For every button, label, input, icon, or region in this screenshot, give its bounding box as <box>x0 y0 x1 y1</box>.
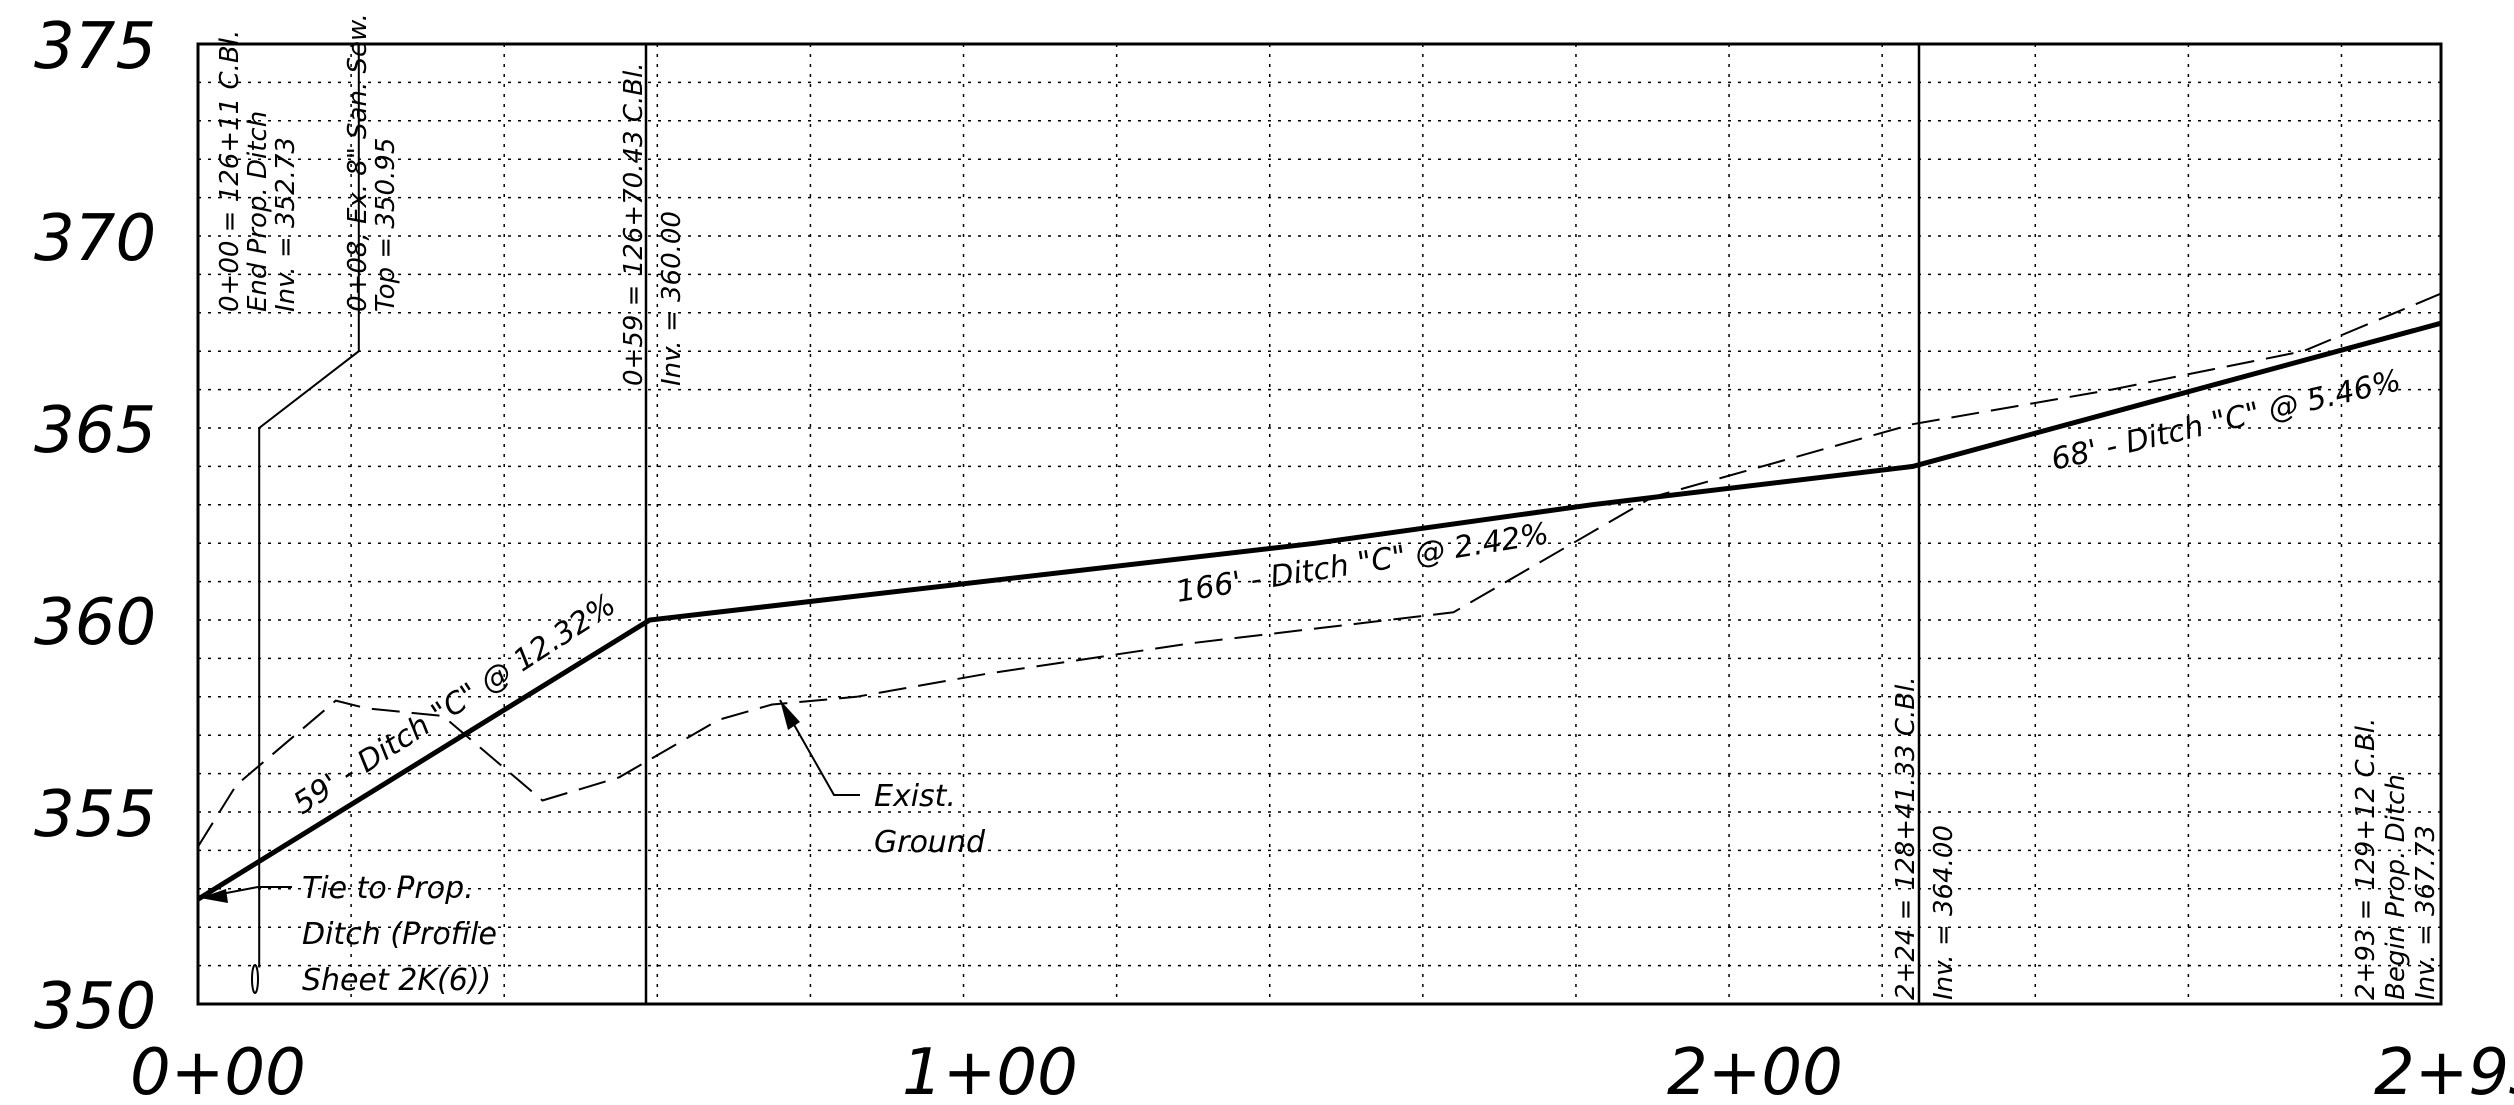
callout-text: Sheet 2K(6)) <box>302 963 491 998</box>
y-tick-label: 365 <box>34 394 156 468</box>
callout-leader <box>779 699 860 796</box>
x-tick-label: 0+00 <box>130 1036 306 1105</box>
segment-label-1: 59' - Ditch "C" @ 12.32% <box>287 587 622 821</box>
station-note-line: Begin Prop. Ditch <box>2381 774 2411 1000</box>
station-note-line: 2+24 = 128+41.33 C.Bl. <box>1891 676 1921 1000</box>
station-note-059: 0+59 = 126+70.43 C.Bl. Inv. = 360.00 <box>619 62 687 386</box>
y-tick-label: 350 <box>34 970 156 1044</box>
arrowhead-icon <box>200 889 228 903</box>
callout-text: Exist. <box>874 779 956 814</box>
plot-frame <box>196 42 2443 1006</box>
profile-lines <box>196 44 2442 968</box>
x-tick-label: 1+00 <box>902 1036 1078 1105</box>
station-note-008: 0+08, Ex. 8" San. Sew. Top = 350.95 <box>343 13 401 312</box>
y-tick-label: 370 <box>34 202 156 276</box>
station-note-line: Inv. = 352.73 <box>271 137 301 312</box>
station-note-line: Top = 350.95 <box>371 138 401 312</box>
station-note-line: 0+08, Ex. 8" San. Sew. <box>343 13 373 312</box>
station-note-line: Inv. = 367.73 <box>2411 825 2441 1000</box>
existing-ground-profile <box>197 292 2442 848</box>
sanitary-sewer-line <box>258 44 360 968</box>
station-note-224: 2+24 = 128+41.33 C.Bl. Inv. = 364.00 <box>1891 676 1959 1000</box>
grid <box>198 44 2441 1004</box>
station-note-line: Inv. = 360.00 <box>657 211 687 386</box>
station-note-293: 2+93 = 129+12 C.Bl. Begin Prop. Ditch In… <box>2351 718 2441 1000</box>
x-tick-label: 2+00 <box>1667 1036 1843 1105</box>
arrowhead-icon <box>780 700 800 730</box>
x-tick-label: 2+93 <box>2374 1036 2514 1105</box>
callout-text: Ditch (Profile <box>302 917 497 952</box>
x-axis: 0+00 1+00 2+00 2+93 <box>130 1036 2514 1105</box>
y-tick-label: 360 <box>34 586 156 660</box>
proposed-ditch-profile <box>196 320 2442 902</box>
callout-text: Tie to Prop. <box>302 871 474 906</box>
station-note-line: 0+00 = 126+11 C.Bl. <box>215 30 245 312</box>
exist-ground-callout: Exist. Ground <box>779 699 986 860</box>
station-note-line: 0+59 = 126+70.43 C.Bl. <box>619 62 649 386</box>
y-tick-label: 375 <box>34 10 156 84</box>
y-tick-label: 355 <box>34 778 156 852</box>
station-note-line: Inv. = 364.00 <box>1929 825 1959 1000</box>
sewer-pipe-end <box>251 964 259 994</box>
segment-label-2: 166' - Ditch "C" @ 2.42% <box>1174 516 1551 609</box>
station-note-000: 0+00 = 126+11 C.Bl. End Prop. Ditch Inv.… <box>215 30 301 312</box>
tie-to-callout: Tie to Prop. Ditch (Profile Sheet 2K(6)) <box>199 871 497 998</box>
y-axis: 375 370 365 360 355 350 <box>34 10 156 1044</box>
station-note-line: 2+93 = 129+12 C.Bl. <box>2351 718 2381 1000</box>
callout-text: Ground <box>874 825 986 860</box>
station-note-line: End Prop. Ditch <box>243 111 273 312</box>
